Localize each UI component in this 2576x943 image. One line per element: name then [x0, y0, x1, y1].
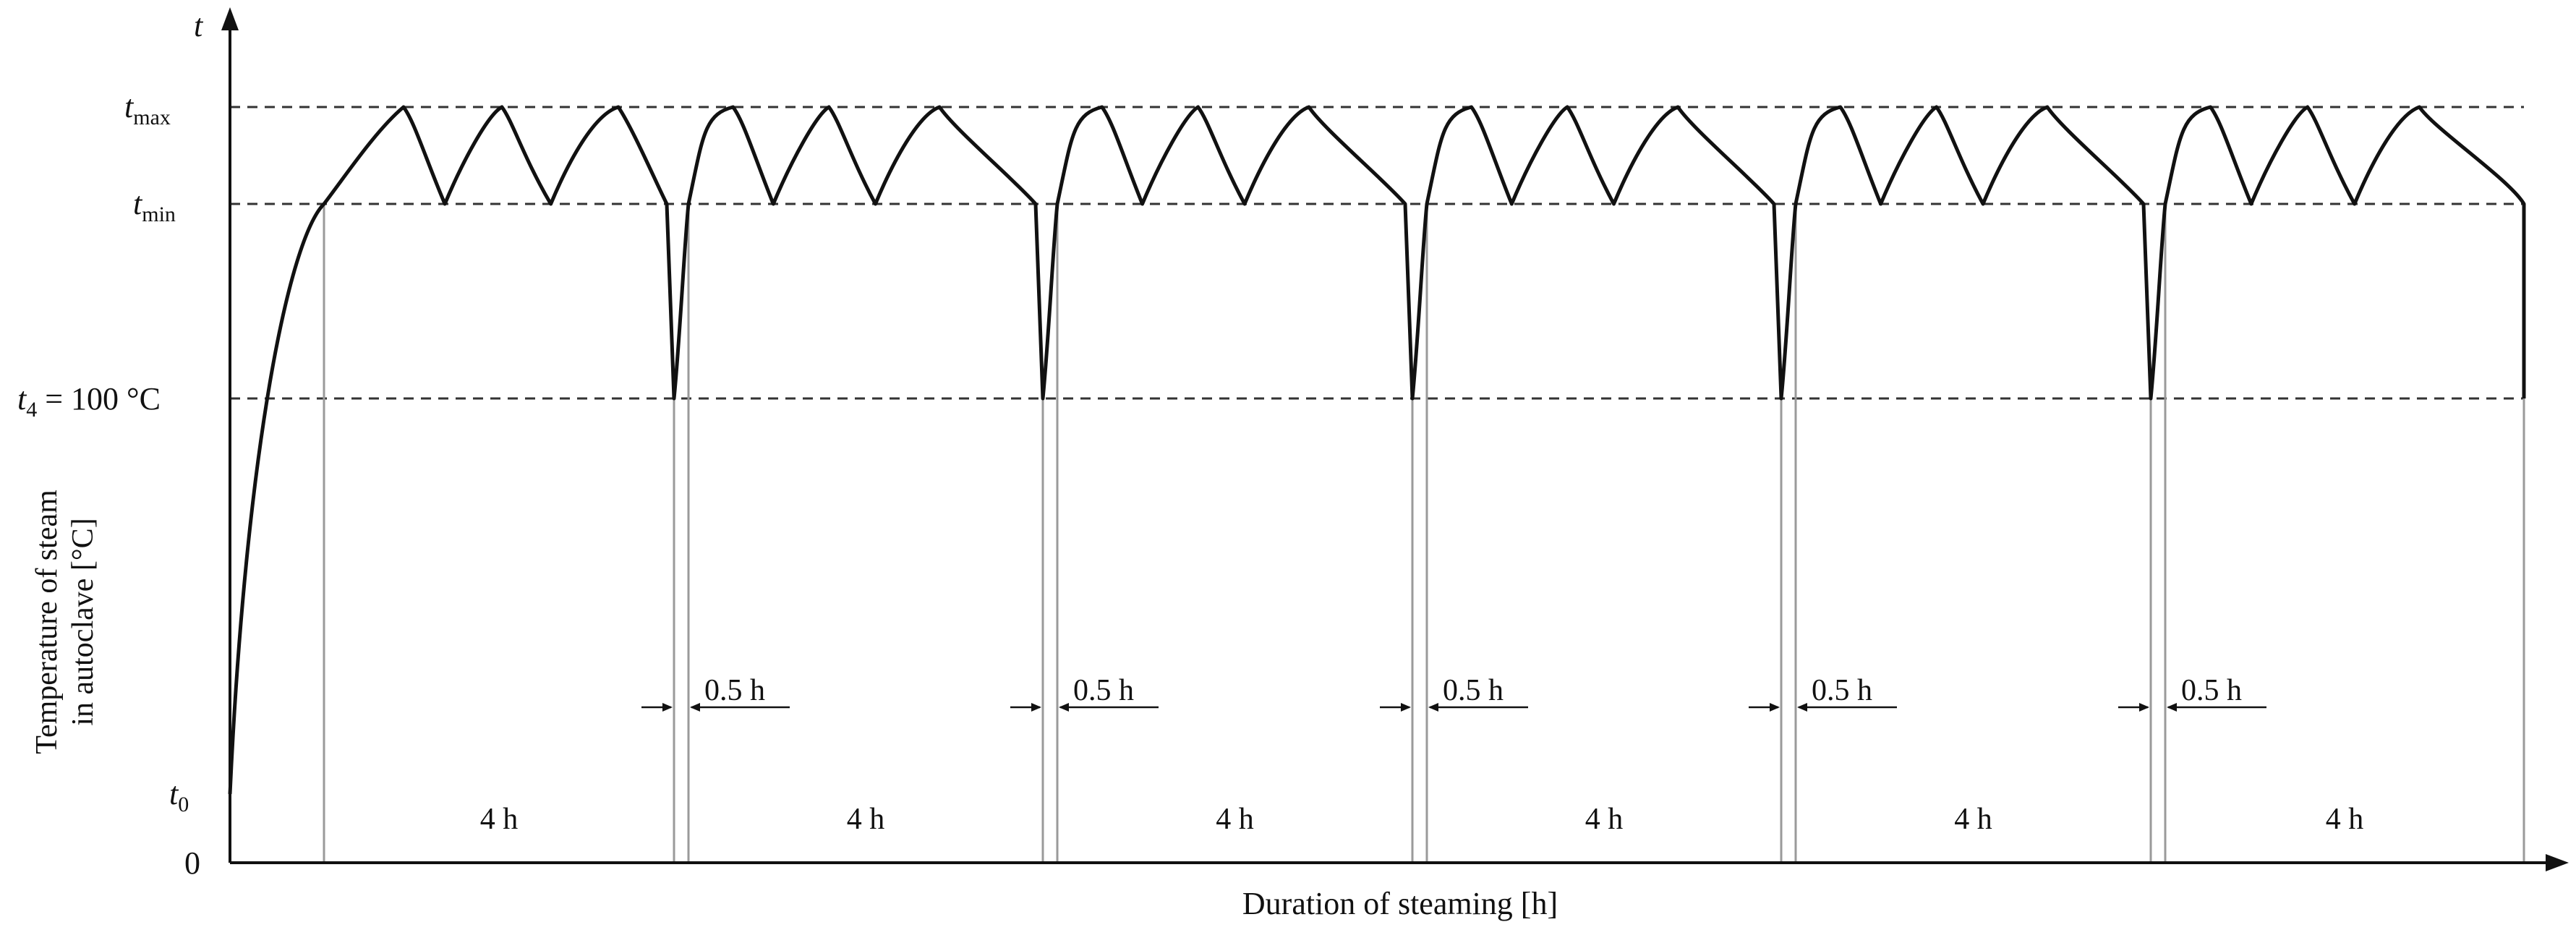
gap-label: 0.5 h	[1812, 674, 1872, 707]
gap-markers: 0.5 h 0.5 h 0.5 h 0.5 h 0.5 h	[641, 674, 2266, 712]
t4-label: t4 = 100 °C	[17, 381, 161, 422]
origin-label: 0	[184, 845, 200, 881]
gap-marker: 0.5 h	[1749, 674, 1897, 712]
arrow-right-icon	[1401, 703, 1411, 712]
arrow-left-icon	[1797, 703, 1807, 712]
arrow-right-icon	[1031, 703, 1041, 712]
gap-marker: 0.5 h	[1380, 674, 1528, 712]
level-labels: t tmax tmin t4 = 100 °C t0 0	[17, 8, 204, 881]
duration-label: 4 h	[1954, 803, 1992, 836]
duration-label: 4 h	[480, 803, 519, 836]
gap-label: 0.5 h	[2181, 674, 2242, 707]
tmax-label: tmax	[124, 89, 171, 129]
gap-marker: 0.5 h	[1010, 674, 1159, 712]
gap-marker: 0.5 h	[2118, 674, 2266, 712]
arrow-right-icon	[662, 703, 673, 712]
arrow-left-icon	[1059, 703, 1069, 712]
duration-labels: 4 h 4 h 4 h 4 h 4 h 4 h	[480, 803, 2364, 836]
y-axis-arrow-icon	[221, 7, 239, 30]
x-axis-title: Duration of steaming [h]	[1242, 886, 1558, 921]
arrow-right-icon	[1770, 703, 1780, 712]
reference-lines	[230, 106, 2524, 400]
y-axis-symbol: t	[194, 8, 204, 43]
arrow-left-icon	[690, 703, 700, 712]
duration-label: 4 h	[1585, 803, 1624, 836]
arrow-left-icon	[1428, 703, 1438, 712]
temperature-curve	[228, 105, 2526, 795]
y-axis-title-line1: Temperature of steam	[30, 490, 64, 754]
duration-label: 4 h	[2326, 803, 2364, 836]
cycle-boundaries	[323, 204, 2525, 863]
gap-label: 0.5 h	[1443, 674, 1504, 707]
gap-marker: 0.5 h	[641, 674, 790, 712]
gap-label: 0.5 h	[704, 674, 765, 707]
arrow-left-icon	[2167, 703, 2177, 712]
x-axis-arrow-icon	[2546, 854, 2569, 871]
duration-label: 4 h	[847, 803, 885, 836]
arrow-right-icon	[2139, 703, 2149, 712]
axes	[221, 7, 2569, 871]
duration-label: 4 h	[1216, 803, 1254, 836]
tmin-label: tmin	[133, 186, 176, 226]
y-axis-title-line2: in autoclave [°C]	[67, 518, 100, 725]
t0-label: t0	[169, 776, 189, 816]
gap-label: 0.5 h	[1073, 674, 1134, 707]
